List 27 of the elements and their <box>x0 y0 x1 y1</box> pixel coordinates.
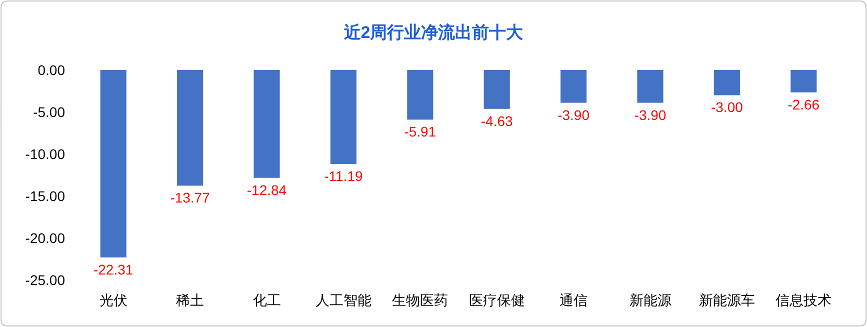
data-label: -22.31 <box>94 261 134 278</box>
x-tick-label: 稀土 <box>176 292 204 308</box>
data-label: -2.66 <box>788 96 820 112</box>
x-tick-label: 光伏 <box>99 292 128 308</box>
data-label: -5.91 <box>404 124 436 140</box>
x-tick-label: 人工智能 <box>315 292 372 308</box>
data-label: -3.90 <box>634 106 666 123</box>
y-tick-label: -5.00 <box>33 104 66 120</box>
data-label: -3.00 <box>710 99 744 116</box>
data-label: -4.63 <box>480 112 514 129</box>
data-label: -3.90 <box>558 106 590 123</box>
y-tick-label: -25.00 <box>25 272 66 288</box>
data-label: -12.84 <box>246 182 287 198</box>
x-tick-label: 生物医药 <box>392 292 448 308</box>
x-tick-label: 新能源车 <box>698 292 755 308</box>
y-tick-label: 0.00 <box>38 62 66 78</box>
chart-title: 近2周行业净流出前十大 <box>342 23 524 42</box>
data-label: -13.77 <box>170 190 210 206</box>
y-tick-label: -20.00 <box>25 230 66 246</box>
y-tick-label: -10.00 <box>25 146 66 162</box>
x-tick-label: 新能源 <box>629 292 672 308</box>
x-tick-label: 信息技术 <box>776 292 832 308</box>
y-tick-label: -15.00 <box>25 188 66 204</box>
x-tick-label: 化工 <box>252 292 281 308</box>
data-label: -11.19 <box>324 168 363 184</box>
x-tick-label: 医疗保健 <box>468 292 525 308</box>
x-tick-label: 通信 <box>560 292 588 308</box>
